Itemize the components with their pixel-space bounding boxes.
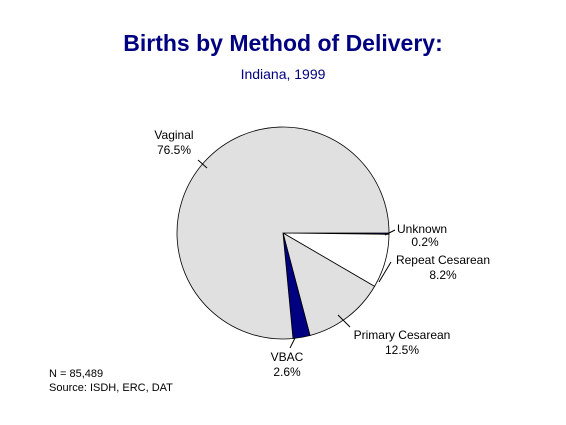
leader-lines <box>197 159 396 349</box>
slice-label-vaginal: Vaginal <box>154 128 193 142</box>
leader-vaginal <box>197 159 208 169</box>
slice-label-vbac: VBAC <box>271 350 304 364</box>
slice-value-repeat-cesarean: 8.2% <box>429 268 457 282</box>
leader-repeat-cesarean <box>378 261 392 283</box>
slice-value-vbac: 2.6% <box>273 365 301 379</box>
source-note: Source: ISDH, ERC, DAT <box>49 382 173 394</box>
slice-value-unknown: 0.2% <box>411 235 439 249</box>
leader-unknown <box>384 229 396 236</box>
pie-slices <box>176 126 390 340</box>
slice-label-primary-cesarean: Primary Cesarean <box>354 328 451 342</box>
sample-size-note: N = 85,489 <box>49 368 104 380</box>
pie-slice-primary-cesarean <box>282 232 376 336</box>
leader-vbac <box>289 337 296 349</box>
pie-slice-vaginal <box>176 126 390 340</box>
leader-primary-cesarean <box>337 314 351 328</box>
chart-title: Births by Method of Delivery: <box>123 30 443 56</box>
slice-value-vaginal: 76.5% <box>157 143 191 157</box>
slice-label-repeat-cesarean: Repeat Cesarean <box>396 253 490 267</box>
slice-value-primary-cesarean: 12.5% <box>385 343 419 357</box>
slice-label-unknown: Unknown <box>397 222 447 236</box>
chart-subtitle: Indiana, 1999 <box>240 66 326 82</box>
